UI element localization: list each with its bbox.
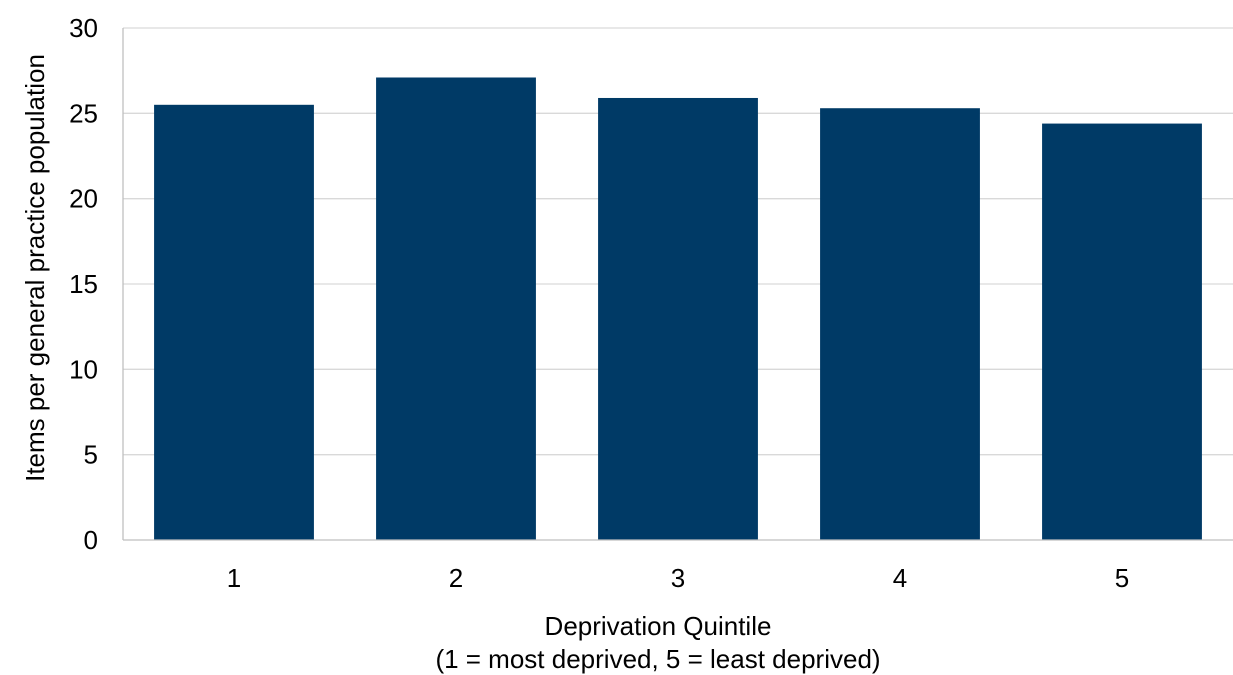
x-tick-label: 5 [1115,563,1129,593]
x-tick-label: 3 [671,563,685,593]
y-tick-label: 30 [69,13,98,43]
y-tick-label: 15 [69,269,98,299]
y-tick-label: 25 [69,98,98,128]
y-tick-label: 10 [69,354,98,384]
y-tick-labels: 0 5 10 15 20 25 30 [69,13,98,555]
bar-quintile-4 [820,108,980,541]
x-axis-title: Deprivation Quintile [545,611,772,641]
x-tick-label: 1 [227,563,241,593]
bar-quintile-5 [1042,123,1202,540]
y-tick-label: 0 [84,525,98,555]
y-tick-label: 5 [84,440,98,470]
y-axis-title: Items per general practice population [20,54,50,482]
bar-quintile-1 [154,104,314,541]
bars [154,77,1202,541]
bar-quintile-2 [376,77,536,540]
x-axis-subtitle: (1 = most deprived, 5 = least deprived) [435,644,880,674]
x-tick-label: 2 [449,563,463,593]
y-tick-label: 20 [69,184,98,214]
x-tick-labels: 1 2 3 4 5 [227,563,1129,593]
x-tick-label: 4 [893,563,907,593]
bar-quintile-3 [598,97,758,541]
